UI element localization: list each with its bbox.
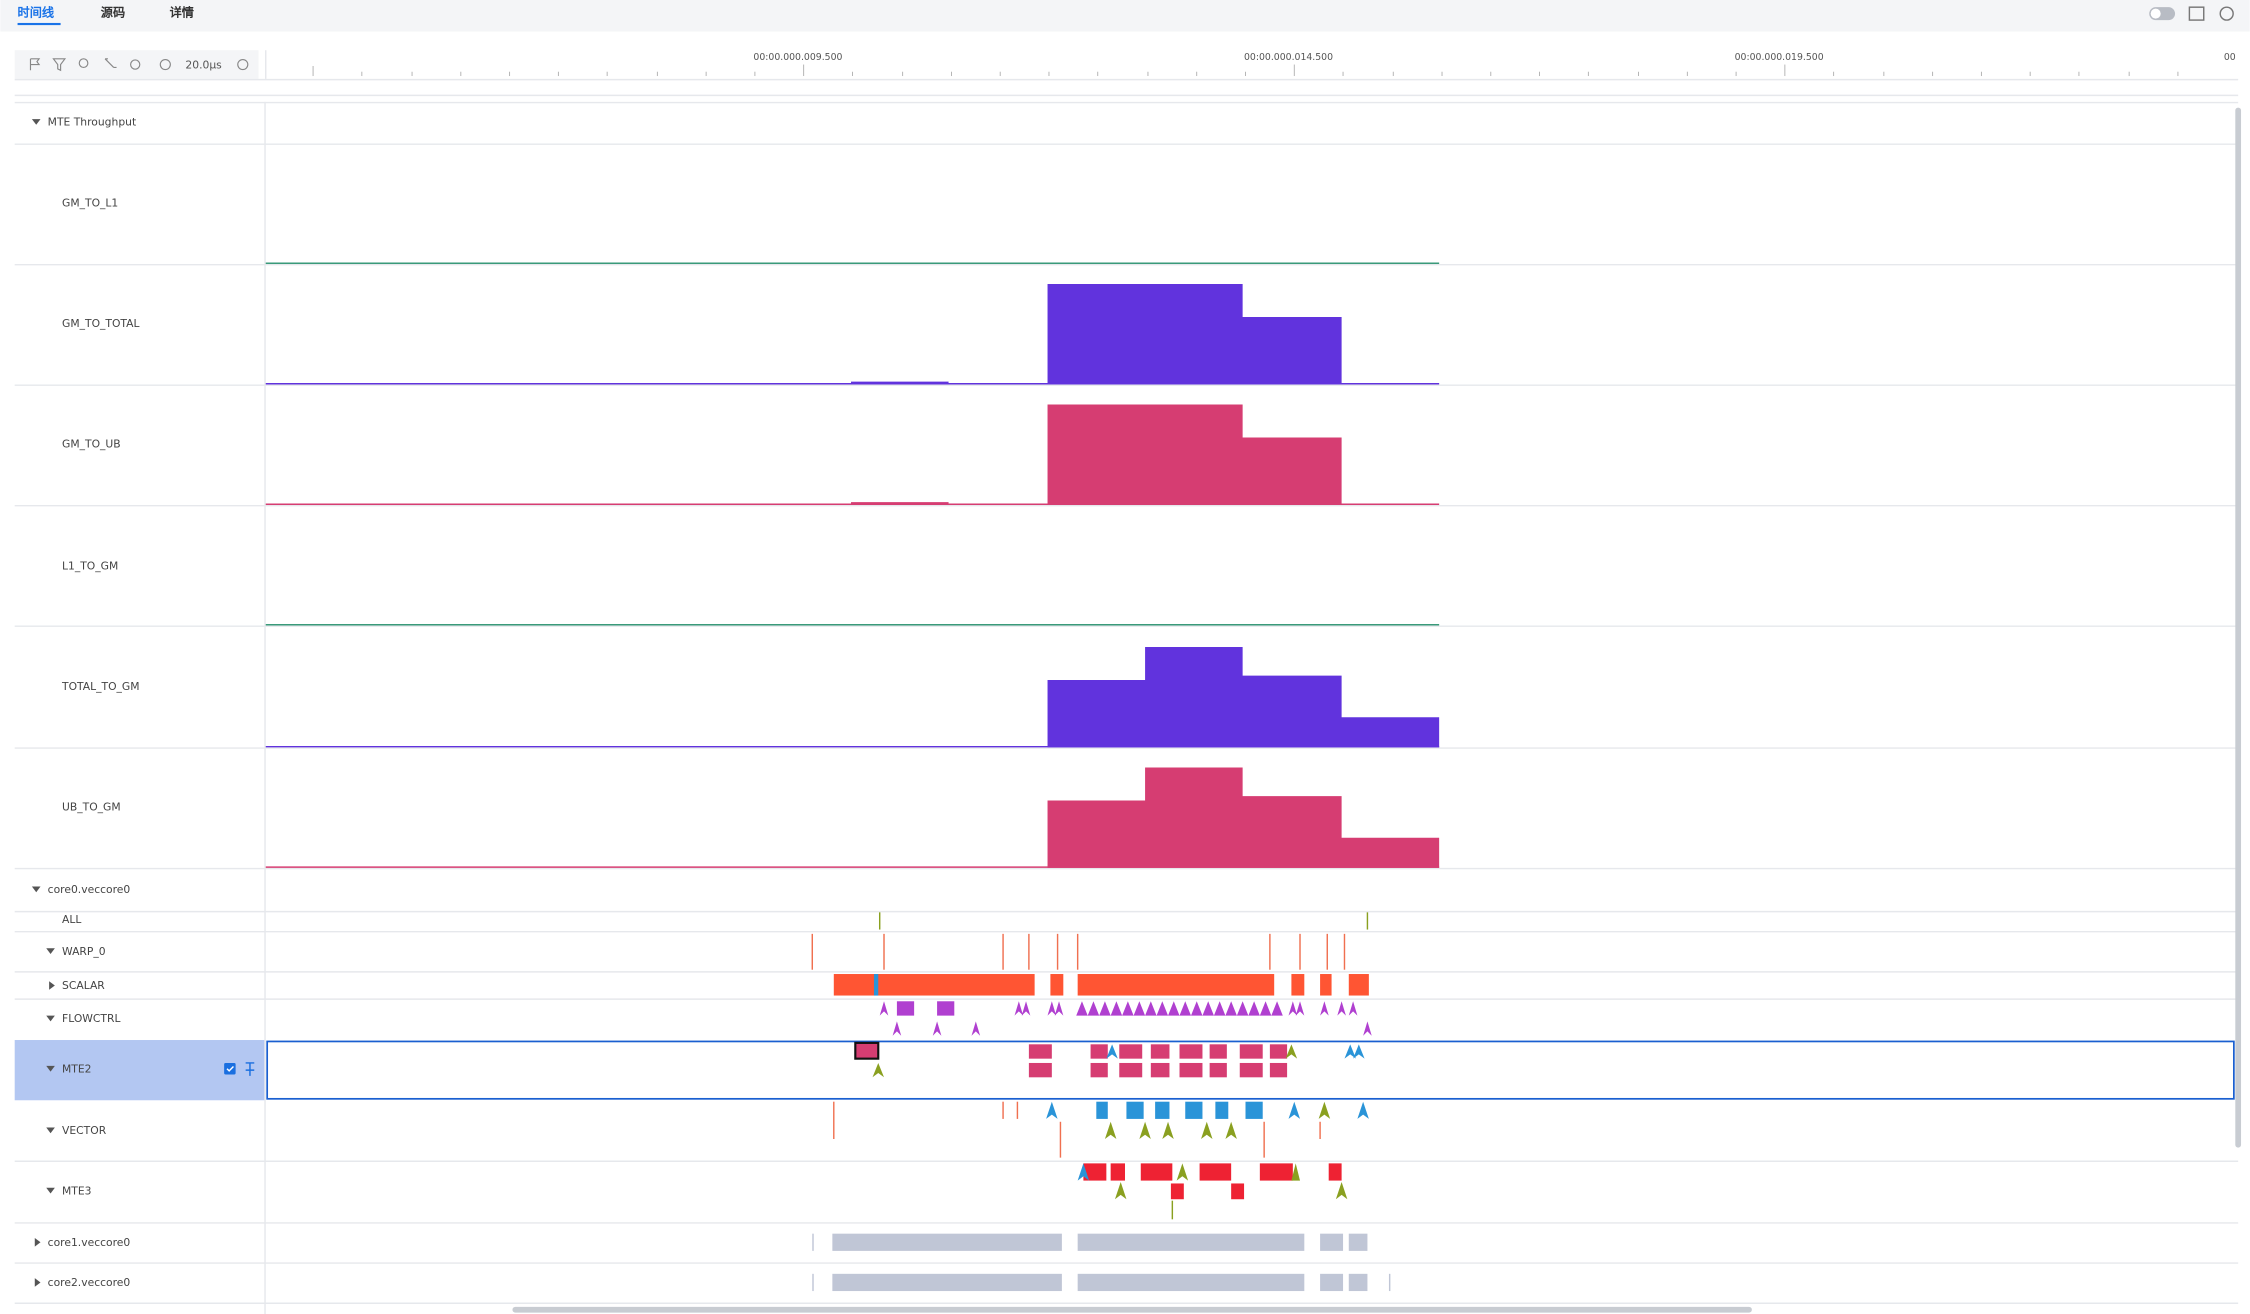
track-label: GM_TO_L1 <box>62 197 118 210</box>
events-flowctrl <box>879 1001 1372 1036</box>
tab-source[interactable]: 源码 <box>101 4 125 19</box>
throughput-area <box>851 284 1342 385</box>
zoom-in[interactable] <box>237 58 249 71</box>
row-label: FLOWCTRL <box>62 1012 120 1025</box>
events-mte3 <box>1077 1163 1348 1220</box>
row-label: MTE3 <box>62 1184 91 1197</box>
time-tick-label: 00:00.000.009.500 <box>753 52 842 63</box>
collapse-arrow[interactable] <box>34 1237 41 1247</box>
track-label: L1_TO_GM <box>62 560 118 573</box>
checkbox[interactable] <box>224 1062 236 1075</box>
tab-underline <box>17 22 61 26</box>
zoom-level: 20.0μs <box>185 58 222 71</box>
row-label: MTE2 <box>62 1062 91 1075</box>
expand-arrow[interactable] <box>31 886 41 893</box>
expand-arrow[interactable] <box>31 119 41 125</box>
time-tick-label: 00:00.000.014.500 <box>1244 52 1333 63</box>
time-tick-label: 00 <box>2224 52 2236 63</box>
collapse-arrow[interactable] <box>49 981 55 990</box>
toolbar <box>14 50 259 79</box>
events-mte2 <box>854 1041 1365 1078</box>
reset-icon[interactable] <box>130 59 141 70</box>
row-label: WARP_0 <box>62 945 106 958</box>
toolbar-icons <box>29 58 249 72</box>
core-label[interactable]: core1.veccore0 <box>48 1236 131 1249</box>
link-icon[interactable] <box>104 58 117 68</box>
track-label: GM_TO_TOTAL <box>62 317 139 330</box>
vertical-scrollbar[interactable] <box>2235 107 2242 1148</box>
throughput-area <box>1047 767 1440 868</box>
expand-arrow[interactable] <box>46 1187 55 1194</box>
checkmark <box>226 1066 234 1072</box>
expand-arrow[interactable] <box>46 1015 55 1022</box>
expand-arrow[interactable] <box>46 1065 55 1072</box>
throughput-area <box>1047 646 1440 748</box>
events-all <box>878 912 1369 930</box>
layout-icon[interactable] <box>2188 6 2205 21</box>
events-warp <box>811 933 1346 970</box>
core-label[interactable]: core2.veccore0 <box>48 1276 131 1289</box>
zoom-out[interactable] <box>159 58 171 71</box>
pin-icon[interactable] <box>245 1062 255 1076</box>
row-label: VECTOR <box>62 1124 107 1137</box>
core-label[interactable]: core0.veccore0 <box>48 883 131 896</box>
selected-row <box>266 1040 2235 1100</box>
selected-row-label[interactable] <box>14 1040 265 1101</box>
time-tick-label: 00:00.000.019.500 <box>1735 52 1824 63</box>
tab-details[interactable]: 详情 <box>170 4 194 19</box>
throughput-area <box>851 404 1342 505</box>
filter-icon[interactable] <box>52 58 67 72</box>
track-label: GM_TO_UB <box>62 438 121 451</box>
events-vector <box>833 1101 1369 1158</box>
expand-arrow[interactable] <box>46 1127 55 1134</box>
tab-timeline[interactable]: 时间线 <box>18 4 55 19</box>
group-label[interactable]: MTE Throughput <box>48 116 137 129</box>
search-icon[interactable] <box>78 58 89 68</box>
track-label: UB_TO_GM <box>62 801 121 814</box>
events-scalar <box>833 974 1369 996</box>
row-label: ALL <box>62 913 81 926</box>
ruler-ticks <box>312 64 2179 77</box>
row-label: SCALAR <box>62 979 105 992</box>
tab-bar <box>0 0 2250 32</box>
core-summary <box>812 1233 1391 1292</box>
flag-icon[interactable] <box>29 58 41 71</box>
help-icon[interactable] <box>2219 6 2234 21</box>
horizontal-scrollbar[interactable] <box>512 1306 1752 1313</box>
toggle-knob <box>2150 8 2161 19</box>
row-separators <box>14 101 2239 1304</box>
track-label: TOTAL_TO_GM <box>61 680 139 693</box>
collapse-arrow[interactable] <box>34 1278 41 1287</box>
expand-arrow[interactable] <box>46 948 55 954</box>
